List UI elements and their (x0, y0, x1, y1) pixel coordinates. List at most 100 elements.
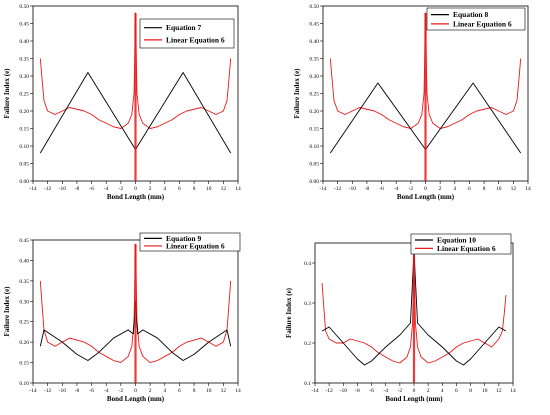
y-tick-label: 0.50 (309, 4, 319, 10)
x-tick-label: 6 (178, 388, 181, 394)
x-axis-title: Bond Length (mm) (107, 395, 165, 403)
y-tick-label: 0.25 (19, 320, 29, 326)
x-tick-label: -14 (29, 388, 37, 394)
y-tick-label: 0.35 (19, 57, 29, 63)
x-tick-label: 6 (455, 388, 458, 394)
x-tick-label: -8 (365, 186, 370, 192)
legend: Equation 7 Linear Equation 6 (139, 18, 235, 49)
y-tick-label: 0.45 (19, 22, 29, 28)
x-tick-label: -14 (311, 388, 319, 394)
x-tick-label: 0 (134, 388, 137, 394)
x-tick-label: -12 (325, 388, 333, 394)
y-tick-label: 0.40 (309, 39, 319, 45)
x-axis-title: Bond Length (mm) (107, 193, 165, 201)
x-tick-label: -10 (340, 388, 348, 394)
x-tick-label: 10 (482, 388, 488, 394)
x-tick-label: 4 (441, 388, 444, 394)
x-tick-label: -2 (119, 388, 124, 394)
chart-1: -14 -12 -10 -8 -6 -4 -2 0 2 4 6 8 10 12 14 0.00 0.05 0.10… (3, 4, 241, 201)
y-tick-label: 0.10 (19, 381, 29, 387)
y-tick-label: 0.45 (19, 238, 29, 244)
x-tick-label: -6 (89, 186, 94, 192)
x-tick-label: 14 (235, 388, 241, 394)
y-tick-label: 0.15 (309, 127, 319, 133)
chart-2: -14 -12 -10 -8 -6 -4 -2 0 2 4 6 8 10 12 14 0.00 0.05 0.10… (293, 4, 531, 201)
x-tick-label: 4 (453, 186, 456, 192)
x-tick-label: 8 (469, 388, 472, 394)
y-tick-label: 0.45 (309, 22, 319, 28)
y-tick-label: 0.05 (309, 162, 319, 168)
x-tick-label: -6 (89, 388, 94, 394)
legend-label: Linear Equation 6 (166, 35, 225, 44)
y-tick-label: 0.3 (304, 301, 311, 307)
y-tick-label: 0.15 (19, 361, 29, 367)
legend-label: Linear Equation 6 (166, 241, 225, 250)
y-axis-title: Failure Index (e) (293, 68, 301, 119)
x-tick-label: -4 (104, 388, 109, 394)
x-tick-label: 4 (163, 186, 166, 192)
x-tick-label: 0 (134, 186, 137, 192)
y-axis-title: Failure Index (e) (3, 68, 11, 119)
x-tick-label: -12 (44, 186, 52, 192)
x-tick-label: -12 (44, 388, 52, 394)
legend-box (426, 7, 526, 31)
legend-label: Linear Equation 6 (437, 244, 496, 253)
x-tick-label: 2 (427, 388, 430, 394)
legend-label: Equation 10 (437, 236, 476, 245)
x-tick-label: 14 (525, 186, 531, 192)
y-axis-title: Failure Index (e) (285, 287, 293, 338)
x-tick-label: -4 (394, 186, 399, 192)
y-tick-label: 0.35 (19, 279, 29, 285)
y-tick-label: 0.10 (309, 144, 319, 150)
x-tick-label: 8 (483, 186, 486, 192)
x-tick-label: 0 (424, 186, 427, 192)
x-tick-label: -10 (59, 186, 67, 192)
x-tick-label: 6 (178, 186, 181, 192)
y-tick-label: 0.15 (19, 127, 29, 133)
x-tick-label: 14 (510, 388, 516, 394)
x-tick-label: 6 (468, 186, 471, 192)
y-tick-label: 0.50 (19, 4, 29, 10)
legend-box (139, 232, 241, 252)
x-axis-title: Bond Length (mm) (385, 395, 443, 403)
x-tick-label: -8 (75, 186, 80, 192)
x-tick-label: 2 (149, 186, 152, 192)
x-tick-label: 4 (163, 388, 166, 394)
chart-4: -14 -12 -10 -8 -6 -4 -2 0 2 4 6 8 10 12 14 0.1 0.2 0.3 0.4… (285, 233, 516, 403)
x-tick-label: -4 (104, 186, 109, 192)
x-tick-label: 2 (439, 186, 442, 192)
y-tick-label: 0.05 (19, 162, 29, 168)
legend-label: Linear Equation 6 (453, 19, 512, 28)
x-tick-label: -6 (369, 388, 374, 394)
x-tick-label: 12 (221, 388, 227, 394)
y-tick-label: 0.2 (304, 341, 311, 347)
x-tick-label: 10 (206, 388, 212, 394)
y-tick-label: 0.20 (309, 109, 319, 115)
y-tick-label: 0.25 (19, 92, 29, 98)
x-tick-label: -2 (119, 186, 124, 192)
y-tick-label: 0.1 (304, 381, 311, 387)
x-tick-label: 8 (193, 186, 196, 192)
y-tick-label: 0.10 (19, 144, 29, 150)
y-tick-label: 0.35 (309, 57, 319, 63)
x-tick-label: -10 (59, 388, 67, 394)
x-tick-label: 10 (206, 186, 212, 192)
x-tick-label: -2 (409, 186, 414, 192)
x-tick-label: -14 (29, 186, 37, 192)
y-tick-label: 0.20 (19, 340, 29, 346)
y-tick-label: 0.40 (19, 258, 29, 264)
x-tick-label: -6 (379, 186, 384, 192)
legend-box (410, 233, 512, 255)
x-tick-label: -8 (355, 388, 360, 394)
y-tick-label: 0.30 (309, 74, 319, 80)
legend-label: Equation 8 (453, 10, 488, 19)
x-tick-label: 12 (511, 186, 517, 192)
legend-label: Equation 7 (166, 23, 201, 32)
x-tick-label: -10 (349, 186, 357, 192)
y-tick-label: 0.20 (19, 109, 29, 115)
x-tick-label: -14 (319, 186, 327, 192)
y-tick-label: 0.00 (309, 179, 319, 185)
x-tick-label: 10 (496, 186, 502, 192)
